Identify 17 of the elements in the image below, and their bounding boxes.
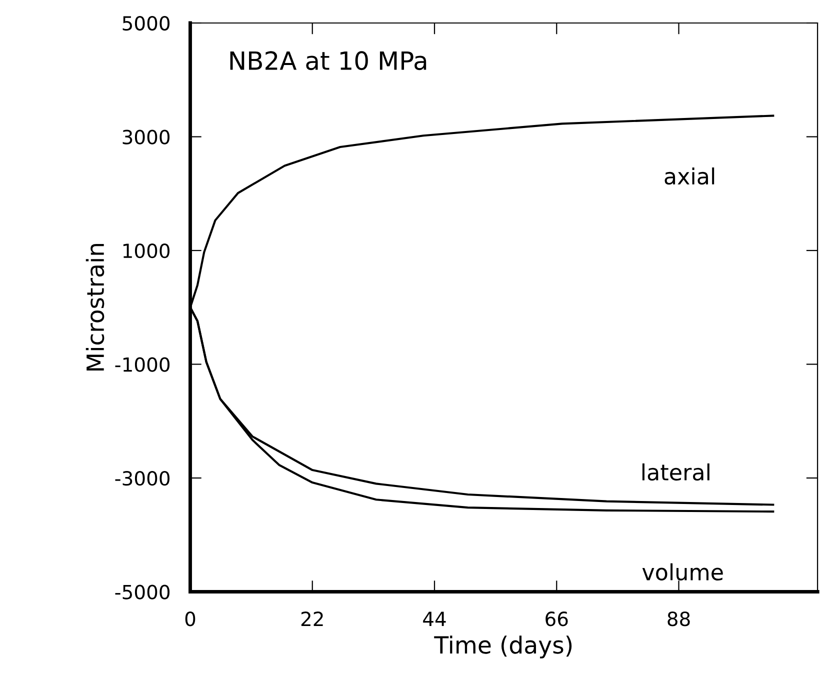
y-tick-label: -3000	[115, 470, 170, 486]
y-tick-label: -5000	[115, 584, 170, 600]
text: volume	[642, 563, 723, 581]
y-tick-label: -1000	[115, 357, 170, 372]
y-axis-title: Microstrain	[86, 244, 104, 370]
y-tick-label: 3000	[122, 130, 170, 144]
x-tick-label: 88	[668, 612, 690, 626]
x-tick-label: 44	[423, 612, 446, 626]
x-tick-label: 0	[185, 612, 196, 626]
y-tick-label: 5000	[122, 16, 170, 31]
x-axis-title: Time (days)	[434, 636, 572, 658]
x-tick-label: 22	[301, 612, 323, 626]
text: NB2A at 10 MPa	[230, 51, 426, 70]
text: axial	[664, 167, 714, 185]
y-tick-label: 1000	[123, 243, 170, 258]
series-label: lateral	[642, 463, 710, 481]
x-tick-label: 66	[546, 612, 568, 626]
